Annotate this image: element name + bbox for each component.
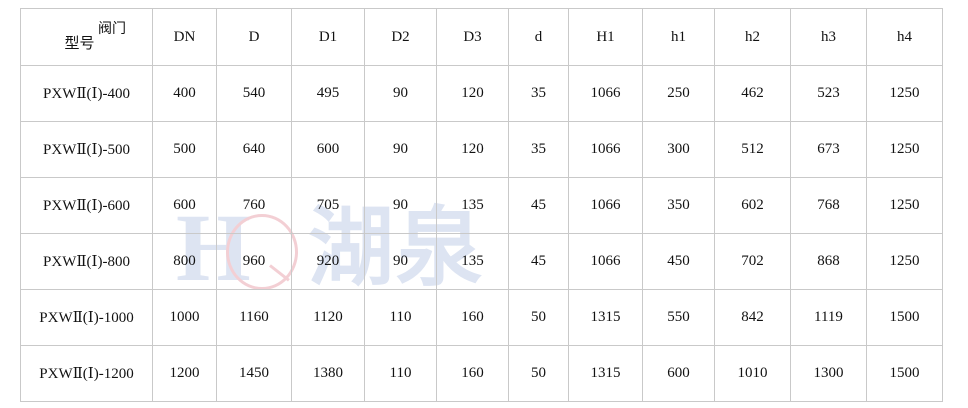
cell-h2: 842 [714, 289, 791, 346]
cell-h4: 1500 [866, 289, 943, 346]
cell-small-d: 50 [508, 289, 569, 346]
column-header-h3: h3 [790, 8, 867, 66]
cell-model: PXWⅡ(Ⅰ)-500 [20, 121, 153, 178]
column-header-small-d: d [508, 8, 569, 66]
cell-model: PXWⅡ(Ⅰ)-800 [20, 233, 153, 290]
table-header: 阀门 型号 DN D D1 D2 D3 d H1 h1 h2 h3 h4 [20, 8, 943, 66]
cell-d1: 1120 [291, 289, 365, 346]
cell-d1: 1380 [291, 345, 365, 402]
cell-h3: 523 [790, 65, 867, 122]
cell-h1: 300 [642, 121, 715, 178]
cell-d2: 90 [364, 177, 437, 234]
cell-h1: 550 [642, 289, 715, 346]
cell-dn: 600 [152, 177, 217, 234]
cell-h4: 1500 [866, 345, 943, 402]
cell-big-h1: 1315 [568, 289, 643, 346]
cell-h3: 768 [790, 177, 867, 234]
cell-model: PXWⅡ(Ⅰ)-1000 [20, 289, 153, 346]
cell-big-h1: 1066 [568, 121, 643, 178]
cell-d3: 135 [436, 233, 509, 290]
cell-d1: 495 [291, 65, 365, 122]
column-header-d2: D2 [364, 8, 437, 66]
cell-dn: 400 [152, 65, 217, 122]
table-row: PXWⅡ(Ⅰ)-1000 1000 1160 1120 110 160 50 1… [20, 289, 943, 346]
cell-model: PXWⅡ(Ⅰ)-400 [20, 65, 153, 122]
cell-h1: 250 [642, 65, 715, 122]
cell-h2: 702 [714, 233, 791, 290]
cell-d: 640 [216, 121, 292, 178]
cell-h3: 868 [790, 233, 867, 290]
column-header-d: D [216, 8, 292, 66]
column-header-model: 阀门 型号 [20, 8, 153, 66]
column-header-h4: h4 [866, 8, 943, 66]
table-row: PXWⅡ(Ⅰ)-400 400 540 495 90 120 35 1066 2… [20, 65, 943, 122]
spec-table-container: 阀门 型号 DN D D1 D2 D3 d H1 h1 h2 h3 h4 [20, 8, 943, 402]
cell-h1: 600 [642, 345, 715, 402]
cell-d3: 160 [436, 289, 509, 346]
cell-d2: 90 [364, 121, 437, 178]
column-header-h2: h2 [714, 8, 791, 66]
cell-d3: 135 [436, 177, 509, 234]
column-header-d1: D1 [291, 8, 365, 66]
cell-big-h1: 1066 [568, 65, 643, 122]
cell-d3: 120 [436, 121, 509, 178]
column-header-model-line2: 型号 [64, 34, 95, 53]
cell-h2: 512 [714, 121, 791, 178]
cell-h4: 1250 [866, 233, 943, 290]
table-row: PXWⅡ(Ⅰ)-500 500 640 600 90 120 35 1066 3… [20, 121, 943, 178]
cell-h3: 1119 [790, 289, 867, 346]
cell-d: 960 [216, 233, 292, 290]
cell-dn: 1000 [152, 289, 217, 346]
table-row: PXWⅡ(Ⅰ)-800 800 960 920 90 135 45 1066 4… [20, 233, 943, 290]
cell-d1: 705 [291, 177, 365, 234]
cell-big-h1: 1066 [568, 233, 643, 290]
cell-h2: 462 [714, 65, 791, 122]
cell-h4: 1250 [866, 177, 943, 234]
cell-d: 1160 [216, 289, 292, 346]
cell-h3: 673 [790, 121, 867, 178]
cell-model: PXWⅡ(Ⅰ)-1200 [20, 345, 153, 402]
cell-small-d: 45 [508, 233, 569, 290]
cell-small-d: 45 [508, 177, 569, 234]
cell-h1: 450 [642, 233, 715, 290]
cell-h2: 602 [714, 177, 791, 234]
cell-d1: 920 [291, 233, 365, 290]
column-header-h1: h1 [642, 8, 715, 66]
cell-small-d: 35 [508, 121, 569, 178]
cell-dn: 1200 [152, 345, 217, 402]
cell-d2: 90 [364, 65, 437, 122]
cell-small-d: 35 [508, 65, 569, 122]
table-row: PXWⅡ(Ⅰ)-600 600 760 705 90 135 45 1066 3… [20, 177, 943, 234]
cell-dn: 500 [152, 121, 217, 178]
cell-d: 540 [216, 65, 292, 122]
cell-h2: 1010 [714, 345, 791, 402]
table-row: PXWⅡ(Ⅰ)-1200 1200 1450 1380 110 160 50 1… [20, 345, 943, 402]
cell-h4: 1250 [866, 121, 943, 178]
cell-h4: 1250 [866, 65, 943, 122]
cell-small-d: 50 [508, 345, 569, 402]
cell-big-h1: 1066 [568, 177, 643, 234]
cell-h1: 350 [642, 177, 715, 234]
cell-d: 1450 [216, 345, 292, 402]
cell-big-h1: 1315 [568, 345, 643, 402]
valve-specification-table: 阀门 型号 DN D D1 D2 D3 d H1 h1 h2 h3 h4 [20, 8, 943, 402]
column-header-big-h1: H1 [568, 8, 643, 66]
cell-d3: 160 [436, 345, 509, 402]
cell-d1: 600 [291, 121, 365, 178]
table-body: PXWⅡ(Ⅰ)-400 400 540 495 90 120 35 1066 2… [20, 65, 943, 402]
cell-d2: 110 [364, 289, 437, 346]
column-header-d3: D3 [436, 8, 509, 66]
cell-h3: 1300 [790, 345, 867, 402]
cell-model: PXWⅡ(Ⅰ)-600 [20, 177, 153, 234]
cell-dn: 800 [152, 233, 217, 290]
cell-d3: 120 [436, 65, 509, 122]
cell-d2: 110 [364, 345, 437, 402]
cell-d: 760 [216, 177, 292, 234]
column-header-dn: DN [152, 8, 217, 66]
cell-d2: 90 [364, 233, 437, 290]
header-row: 阀门 型号 DN D D1 D2 D3 d H1 h1 h2 h3 h4 [20, 8, 943, 66]
column-header-model-line1: 阀门 [98, 20, 126, 37]
